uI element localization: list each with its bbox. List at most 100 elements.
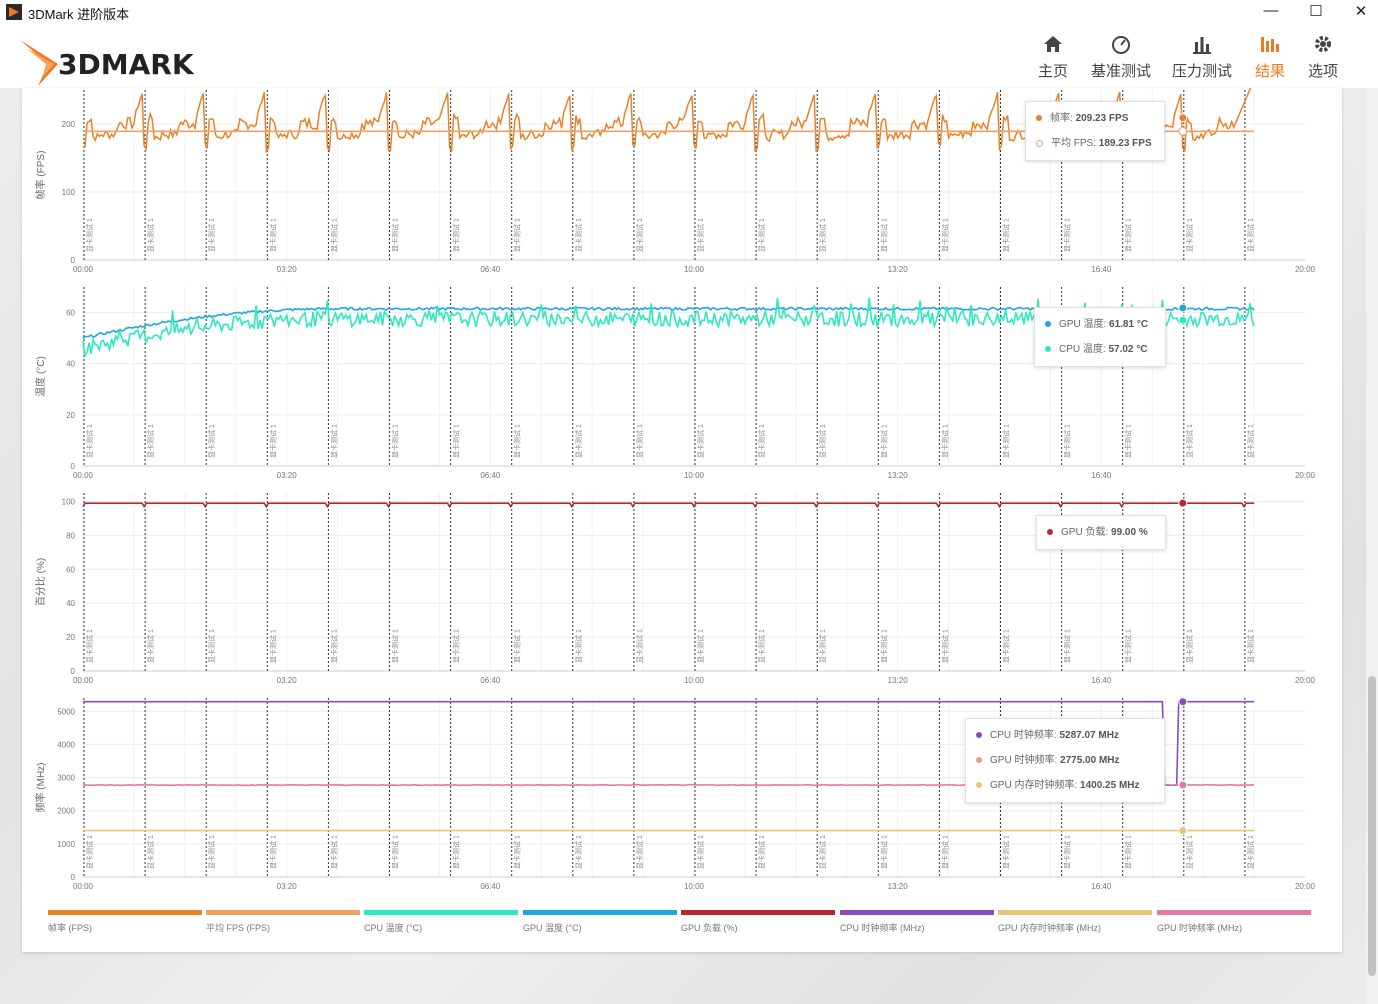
test-marker-label: 显卡测试 1 — [1002, 629, 1011, 663]
legend-gpu-mem-clock[interactable]: GPU 内存时钟频率 (MHz) — [998, 910, 1152, 934]
x-tick-label: 00:00 — [73, 882, 94, 891]
legend-gpu-temp[interactable]: GPU 温度 (°C) — [523, 910, 677, 934]
tooltip-row: GPU 温度: 61.81 °C — [1045, 312, 1155, 337]
test-marker-label: 显卡测试 1 — [85, 629, 94, 663]
test-marker-label: 显卡测试 1 — [207, 424, 216, 458]
test-marker-label: 显卡测试 1 — [391, 835, 400, 869]
series-dot — [1047, 529, 1053, 536]
y-tick-label: 80 — [66, 531, 75, 540]
y-tick-label: 60 — [66, 565, 75, 574]
y-tick-label: 100 — [62, 188, 76, 197]
x-tick-label: 06:40 — [480, 471, 501, 480]
test-marker-label: 显卡测试 1 — [1124, 835, 1133, 869]
nav-home[interactable]: 主页 — [1020, 32, 1086, 81]
test-marker-label: 显卡测试 1 — [329, 835, 338, 869]
y-tick-label: 60 — [66, 309, 75, 318]
y-tick-label: 100 — [62, 497, 76, 506]
legend-cpu-temp[interactable]: CPU 温度 (°C) — [364, 910, 518, 934]
x-tick-label: 20:00 — [1295, 676, 1316, 685]
legend-avg-fps[interactable]: 平均 FPS (FPS) — [206, 910, 360, 934]
nav-stress-tests[interactable]: 压力测试 — [1169, 32, 1235, 81]
x-tick-label: 13:20 — [888, 882, 909, 891]
test-marker-label: 显卡测试 1 — [268, 835, 277, 869]
x-tick-label: 06:40 — [480, 882, 501, 891]
test-marker-label: 显卡测试 1 — [1063, 629, 1072, 663]
legend-label: GPU 温度 (°C) — [523, 923, 582, 933]
legend-cpu-clock[interactable]: CPU 时钟频率 (MHz) — [840, 910, 994, 934]
nav-options[interactable]: 选项 — [1290, 32, 1356, 81]
test-marker-label: 显卡测试 1 — [207, 835, 216, 869]
series-dot — [1045, 321, 1051, 328]
hover-point — [1178, 780, 1188, 790]
tooltip-temperature: GPU 温度: 61.81 °C CPU 温度: 57.02 °C — [1034, 307, 1166, 367]
test-marker-label: 显卡测试 1 — [757, 218, 766, 252]
x-tick-label: 10:00 — [684, 265, 705, 274]
test-marker-label: 显卡测试 1 — [268, 424, 277, 458]
test-marker-label: 显卡测试 1 — [574, 424, 583, 458]
x-tick-label: 10:00 — [684, 882, 705, 891]
test-marker-label: 显卡测试 1 — [1246, 424, 1255, 458]
test-marker-label: 显卡测试 1 — [635, 424, 644, 458]
x-tick-label: 16:40 — [1091, 471, 1112, 480]
tooltip-label: 平均 FPS — [1051, 138, 1094, 149]
test-marker-label: 显卡测试 1 — [574, 835, 583, 869]
test-marker-label: 显卡测试 1 — [391, 629, 400, 663]
y-tick-label: 2000 — [57, 807, 75, 816]
x-tick-label: 03:20 — [277, 882, 298, 891]
test-marker-label: 显卡测试 1 — [1246, 629, 1255, 663]
y-tick-label: 5000 — [57, 707, 75, 716]
legend-label: GPU 内存时钟频率 (MHz) — [998, 923, 1101, 933]
test-marker-label: 显卡测试 1 — [818, 629, 827, 663]
tooltip-row: GPU 时钟频率: 2775.00 MHz — [976, 748, 1154, 773]
test-marker-label: 显卡测试 1 — [574, 629, 583, 663]
test-marker-label: 显卡测试 1 — [513, 835, 522, 869]
legend-swatch — [840, 910, 994, 915]
test-marker-label: 显卡测试 1 — [146, 218, 155, 252]
nav-benchmarks[interactable]: 基准测试 — [1088, 32, 1154, 81]
test-marker-label: 显卡测试 1 — [452, 218, 461, 252]
test-marker-label: 显卡测试 1 — [879, 629, 888, 663]
legend-gpu-load[interactable]: GPU 负载 (%) — [681, 910, 835, 934]
test-marker-label: 显卡测试 1 — [940, 629, 949, 663]
nav-results[interactable]: 结果 — [1237, 32, 1303, 81]
nav-results-label: 结果 — [1254, 63, 1285, 80]
legend-swatch — [206, 910, 360, 915]
legend-swatch — [998, 910, 1152, 915]
legend-gpu-clock[interactable]: GPU 时钟频率 (MHz) — [1157, 910, 1311, 934]
vertical-scrollbar[interactable] — [1366, 88, 1378, 1004]
test-marker-label: 显卡测试 1 — [940, 424, 949, 458]
nav-stress-tests-label: 压力测试 — [1171, 63, 1232, 80]
test-marker-label: 显卡测试 1 — [513, 629, 522, 663]
test-marker-label: 显卡测试 1 — [757, 424, 766, 458]
legend-swatch — [681, 910, 835, 915]
test-marker-label: 显卡测试 1 — [452, 835, 461, 869]
test-marker-label: 显卡测试 1 — [696, 629, 705, 663]
test-marker-label: 显卡测试 1 — [818, 218, 827, 252]
test-marker-label: 显卡测试 1 — [452, 629, 461, 663]
test-marker-label: 显卡测试 1 — [635, 629, 644, 663]
test-marker-label: 显卡测试 1 — [513, 218, 522, 252]
3dmark-logo[interactable]: 3DMARK — [18, 34, 218, 93]
hover-point — [1178, 303, 1188, 313]
test-marker-label: 显卡测试 1 — [940, 835, 949, 869]
y-tick-label: 0 — [71, 462, 76, 471]
nav-home-label: 主页 — [1037, 63, 1068, 80]
minimize-button[interactable]: — — [1263, 2, 1279, 19]
hover-point — [1178, 315, 1188, 325]
x-tick-label: 13:20 — [888, 471, 909, 480]
series-dot — [1036, 115, 1042, 122]
legend-swatch — [364, 910, 518, 915]
test-marker-label: 显卡测试 1 — [85, 218, 94, 252]
title-bar: 3DMark 进阶版本 — ☐ ✕ — [0, 0, 1378, 24]
legend-swatch — [523, 910, 677, 915]
series-dot — [1045, 346, 1051, 353]
scrollbar-thumb[interactable] — [1368, 676, 1376, 976]
legend-fps[interactable]: 帧率 (FPS) — [48, 910, 202, 934]
close-button[interactable]: ✕ — [1354, 3, 1368, 20]
y-tick-label: 4000 — [57, 740, 75, 749]
hover-point — [1178, 126, 1188, 136]
maximize-button[interactable]: ☐ — [1309, 3, 1323, 20]
y-tick-label: 40 — [66, 360, 75, 369]
window-title: 3DMark 进阶版本 — [28, 7, 130, 22]
legend-label: CPU 时钟频率 (MHz) — [840, 923, 925, 933]
